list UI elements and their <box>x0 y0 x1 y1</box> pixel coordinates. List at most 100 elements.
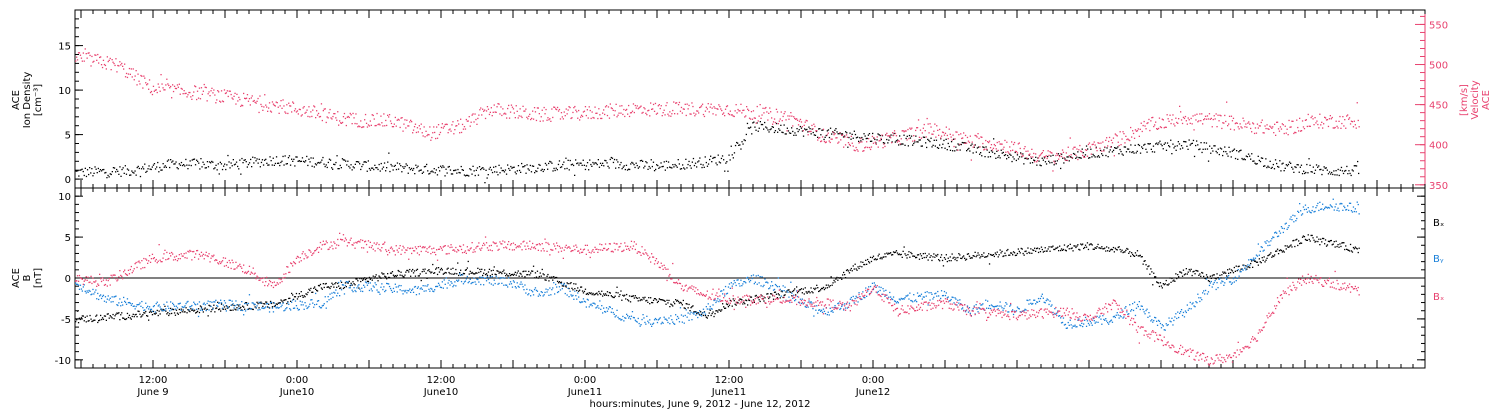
bx-point <box>234 308 236 310</box>
density-point <box>1035 156 1037 158</box>
bx-point <box>1068 248 1070 250</box>
by-point <box>487 278 490 281</box>
velocity-point <box>1188 119 1190 121</box>
bx-point <box>419 273 421 275</box>
velocity-point <box>736 112 738 114</box>
by-point <box>243 314 245 316</box>
velocity-point <box>1334 126 1336 129</box>
density-point <box>1050 155 1052 157</box>
velocity-point <box>1330 118 1332 120</box>
density-point <box>151 166 153 168</box>
bx-point <box>399 274 401 276</box>
by-point <box>252 302 254 304</box>
by-point <box>105 301 107 303</box>
bx-point <box>268 303 270 305</box>
velocity-point <box>862 150 864 152</box>
by-point <box>274 305 276 308</box>
velocity-point <box>562 118 564 120</box>
density-point <box>688 160 690 163</box>
by-point <box>178 303 180 305</box>
density-point <box>653 170 656 172</box>
velocity-point <box>1224 114 1226 117</box>
velocity-point <box>608 117 611 119</box>
density-point <box>352 166 354 168</box>
by-point <box>394 283 396 285</box>
velocity-point <box>539 120 541 122</box>
density-point <box>710 155 712 157</box>
velocity-point <box>381 122 383 124</box>
density-point <box>146 170 148 172</box>
density-point <box>516 170 518 172</box>
velocity-point <box>835 137 837 139</box>
velocity-point <box>258 111 260 114</box>
density-point <box>453 169 455 172</box>
bx-point <box>1011 252 1013 254</box>
bx-point <box>994 252 996 254</box>
bx-point <box>928 253 930 255</box>
velocity-point <box>114 64 116 67</box>
density-point <box>218 173 220 175</box>
velocity-point <box>1048 154 1050 157</box>
density-point <box>356 161 359 163</box>
density-point <box>786 127 788 129</box>
density-point <box>1207 160 1210 162</box>
velocity-point <box>1105 139 1107 141</box>
density-point <box>247 163 250 166</box>
by-point <box>392 287 395 290</box>
velocity-point <box>96 59 98 61</box>
velocity-point <box>1241 127 1243 129</box>
velocity-point <box>665 104 667 107</box>
density-point <box>197 160 199 163</box>
density-point <box>1024 157 1026 160</box>
bx-point <box>404 274 406 276</box>
velocity-point <box>593 117 595 119</box>
velocity-point <box>490 107 492 109</box>
by-point <box>261 307 263 309</box>
bx-point <box>322 283 324 285</box>
density-point <box>1197 144 1199 146</box>
velocity-point <box>166 78 168 80</box>
by-point <box>619 318 621 320</box>
density-point <box>864 135 866 137</box>
velocity-point <box>277 106 279 108</box>
density-point <box>297 160 299 162</box>
by-point <box>161 309 163 311</box>
bx-point <box>559 282 562 284</box>
density-point <box>120 175 122 177</box>
bx-point <box>486 274 489 276</box>
bx-point <box>225 305 227 307</box>
velocity-point <box>1031 148 1033 150</box>
bx-point <box>792 290 794 293</box>
by-point <box>192 308 194 310</box>
by-point <box>166 301 168 303</box>
density-point <box>947 142 949 145</box>
velocity-point <box>845 134 848 136</box>
density-point <box>999 157 1001 159</box>
density-point <box>603 165 605 167</box>
velocity-point <box>432 132 434 134</box>
density-point <box>1091 156 1093 158</box>
density-point <box>1168 145 1170 147</box>
bx-point <box>612 296 614 299</box>
bx-point <box>989 253 992 256</box>
bx-point <box>183 311 185 313</box>
bx-point <box>1008 254 1010 256</box>
bx-point <box>82 315 84 317</box>
bx-point <box>209 305 211 307</box>
density-point <box>103 168 105 171</box>
velocity-point <box>1350 120 1353 122</box>
density-point <box>445 168 447 170</box>
velocity-point <box>201 93 203 95</box>
density-point <box>590 163 592 166</box>
by-point <box>322 304 324 307</box>
density-point <box>953 138 955 140</box>
bx-point <box>1189 270 1191 272</box>
velocity-point <box>511 106 514 108</box>
by-point <box>593 302 595 304</box>
density-point <box>376 167 378 169</box>
by-point <box>432 290 434 292</box>
by-point <box>171 309 173 311</box>
bx-point <box>314 286 316 288</box>
density-point <box>1160 143 1162 145</box>
velocity-point <box>136 84 138 86</box>
